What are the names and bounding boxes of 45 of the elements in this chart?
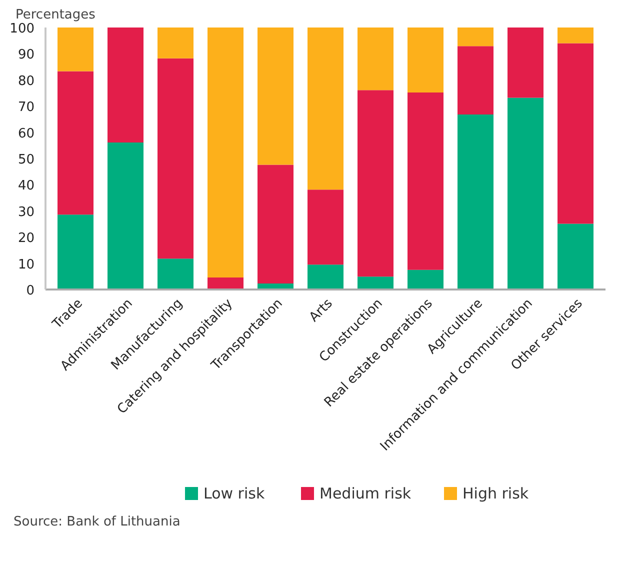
bar [208, 28, 244, 278]
legend-label: Low risk [204, 484, 265, 502]
bar [508, 98, 544, 290]
y-tick-label: 60 [18, 126, 35, 142]
bar [458, 114, 494, 290]
legend-label: Medium risk [320, 484, 412, 502]
bar [558, 28, 594, 44]
bar [208, 277, 244, 290]
bar [258, 28, 294, 165]
bar [458, 46, 494, 114]
y-tick-label: 30 [18, 204, 35, 220]
bar [558, 43, 594, 224]
bar [508, 28, 544, 98]
bar [108, 28, 144, 143]
bar [408, 270, 444, 290]
bar [58, 214, 94, 290]
bar [558, 224, 594, 290]
bar [308, 190, 344, 265]
bar [308, 264, 344, 290]
bar [358, 28, 394, 90]
y-tick-label: 70 [18, 100, 35, 116]
y-tick-label: 100 [10, 22, 35, 36]
bar [308, 28, 344, 190]
y-tick-label: 90 [18, 48, 35, 63]
y-axis-title: Percentages [16, 8, 96, 22]
bar [408, 28, 444, 92]
y-tick-label: 40 [18, 178, 35, 194]
bar [108, 142, 144, 290]
bar [158, 58, 194, 259]
bar [458, 28, 494, 46]
y-tick-label: 50 [18, 152, 35, 168]
bar [58, 71, 94, 215]
y-tick-label: 80 [18, 74, 35, 89]
bar [158, 28, 194, 58]
legend-label: High risk [462, 484, 529, 502]
bar [408, 92, 444, 270]
bar [158, 258, 194, 290]
source-note: Source: Bank of Lithuania [14, 514, 180, 530]
y-tick-label: 20 [18, 231, 35, 246]
bar [258, 164, 294, 284]
y-tick-label: 10 [18, 257, 35, 272]
bar [58, 28, 94, 72]
bar [358, 90, 394, 277]
bar [358, 276, 394, 290]
y-tick-label: 0 [26, 284, 35, 298]
